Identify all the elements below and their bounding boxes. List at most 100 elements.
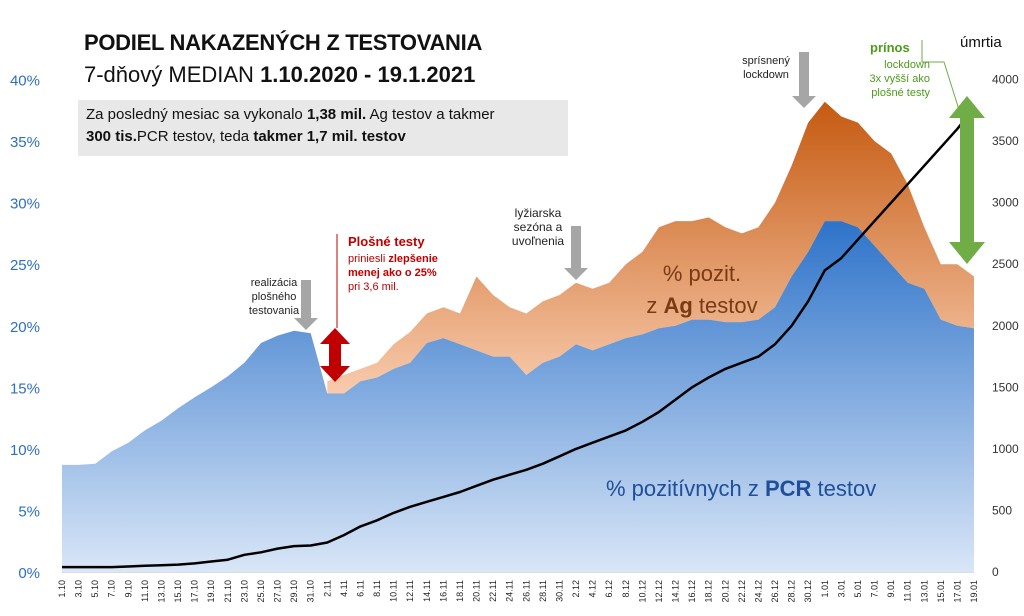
y-left-tick-label: 15% [10,380,40,397]
pcr-area-label: % pozitívnych z PCR testov [606,476,876,502]
x-tick-label: 10.11 [389,580,399,602]
x-tick-label: 16.11 [438,580,448,602]
x-tick-label: 26.12 [770,580,780,603]
x-tick-label: 12.11 [405,580,415,602]
x-tick-label: 7.10 [107,580,117,598]
annotation-lockdown: sprísnený lockdown [726,54,806,82]
ag-label-2a: z [646,293,664,318]
y-right-tick-label: 500 [992,503,1012,517]
x-tick-label: 22.12 [737,580,747,603]
ag-area-label: % pozit. z Ag testov [632,258,772,322]
x-tick-label: 9.01 [886,580,896,598]
x-tick-label: 5.01 [853,580,863,598]
annotation-plosne-text: priniesli zlepšenie menej ako o 25% pri … [348,252,438,294]
x-tick-label: 16.12 [687,580,697,603]
info-text-1: Za posledný mesiac sa vykonalo [86,106,307,123]
green-double-arrow [949,96,985,264]
x-tick-label: 4.12 [588,580,598,598]
info-bold-2: 300 tis. [86,128,137,145]
x-tick-label: 18.12 [704,580,714,603]
annotation-plosne-title: Plošné testy [348,234,425,249]
x-tick-label: 9.10 [123,580,133,598]
ag-label-line-1: % pozit. [662,261,742,286]
green-connector-line [921,40,967,133]
y-left-tick-label: 5% [18,503,40,520]
annotation-plosne-line-2: menej ako o 25% [348,266,438,280]
x-tick-label: 26.11 [521,580,531,602]
x-tick-label: 17.01 [952,580,962,603]
y-left-tick-label: 10% [10,442,40,459]
arrow-lyziarska [564,226,588,280]
annotation-realizacia-line: testovania [248,305,300,317]
x-tick-label: 10.12 [637,580,647,603]
x-tick-label: 28.12 [787,580,797,603]
x-tick-label: 5.10 [90,580,100,598]
y-left-tick-label: 30% [10,196,40,213]
x-tick-label: 21.10 [223,580,233,603]
ag-label-line-2: z Ag testov [632,290,772,322]
x-tick-label: 13.10 [157,580,167,603]
deaths-line [62,107,975,569]
y-right-tick-label: 1500 [992,380,1019,394]
pcr-label-a: % pozitívnych z [606,476,765,501]
annotation-lyziarska-line: uvoľnenia [511,234,565,248]
x-tick-label: 17.10 [190,580,200,603]
annotation-lockdown-line: lockdown [743,69,789,81]
ag-label-2c: testov [692,293,758,318]
x-tick-label: 1.01 [820,580,830,598]
x-tick-label: 1.10 [57,580,67,598]
annotation-prinos-line: plošné testy [871,87,930,99]
y-left-tick-label: 40% [10,73,40,90]
x-tick-label: 20.12 [720,580,730,603]
pcr-label-c: testov [811,476,877,501]
x-tick-label: 22.11 [488,580,498,602]
subtitle-range: 1.10.2020 - 19.1.2021 [260,62,476,87]
annotation-prinos-line: lockdown [884,59,930,71]
annotation-lyziarska: lyžiarska sezóna a uvoľnenia [498,206,578,248]
x-tick-label: 13.01 [919,580,929,603]
annotation-realizacia: realizácia plošného testovania [234,276,314,318]
y-right-tick-label: 2500 [992,257,1019,271]
plosne-1b: zlepšenie [388,253,438,265]
annotation-realizacia-line: realizácia [250,277,298,289]
y-left-tick-label: 20% [10,319,40,336]
y-right-tick-label: 2000 [992,319,1019,333]
x-tick-label: 25.10 [256,580,266,603]
x-tick-label: 24.12 [753,580,763,603]
annotation-prinos-title: prínos [870,40,910,55]
y-left-tick-label: 35% [10,134,40,151]
x-tick-label: 3.10 [74,580,84,598]
info-text-3: PCR testov, teda [136,128,254,145]
x-tick-label: 23.10 [239,580,249,603]
x-axis: 1.10 3.10 5.10 7.10 9.10 11.10 13.10 15.10 17.10… [57,580,979,603]
annotation-arrows [294,40,985,382]
plosne-2: menej ako o 25% [348,267,437,279]
arrow-lockdown [792,52,816,108]
pcr-label-b: PCR [764,476,812,501]
x-tick-label: 15.10 [173,580,183,603]
chart-subtitle: 7-dňový MEDIAN 1.10.2020 - 19.1.2021 [84,62,475,88]
chart-title: PODIEL NAKAZENÝCH Z TESTOVANIA [84,30,483,55]
red-double-arrow [320,328,350,382]
subtitle-prefix: 7-dňový MEDIAN [84,62,261,87]
x-tick-label: 29.10 [289,580,299,603]
info-box: Za posledný mesiac sa vykonalo 1,38 mil.… [78,100,568,156]
x-tick-label: 6.11 [356,580,366,597]
annotation-plosne-line-3: pri 3,6 mil. [348,281,399,293]
y-axis-left: 0% 5% 10% 15% 20% 25% 30% 35% 40% [10,73,40,582]
x-tick-label: 6.12 [604,580,614,598]
x-tick-label: 19.01 [969,580,979,603]
ag-label-2b: Ag [663,293,693,318]
annotation-lockdown-line: sprísnený [742,55,790,67]
x-tick-label: 30.11 [555,580,565,602]
x-tick-label: 7.01 [870,580,880,598]
annotation-plosne-line-1: priniesli zlepšenie [348,252,438,266]
x-tick-label: 2.11 [322,580,332,597]
x-tick-label: 11.10 [140,580,150,602]
y-right-tick-label: 1000 [992,442,1019,456]
deaths-series-label: úmrtia [960,34,1002,51]
x-tick-label: 31.10 [306,580,316,603]
x-tick-label: 30.12 [803,580,813,603]
y-axis-right: 0 500 1000 1500 2000 2500 3000 3500 4000 [992,73,1019,579]
